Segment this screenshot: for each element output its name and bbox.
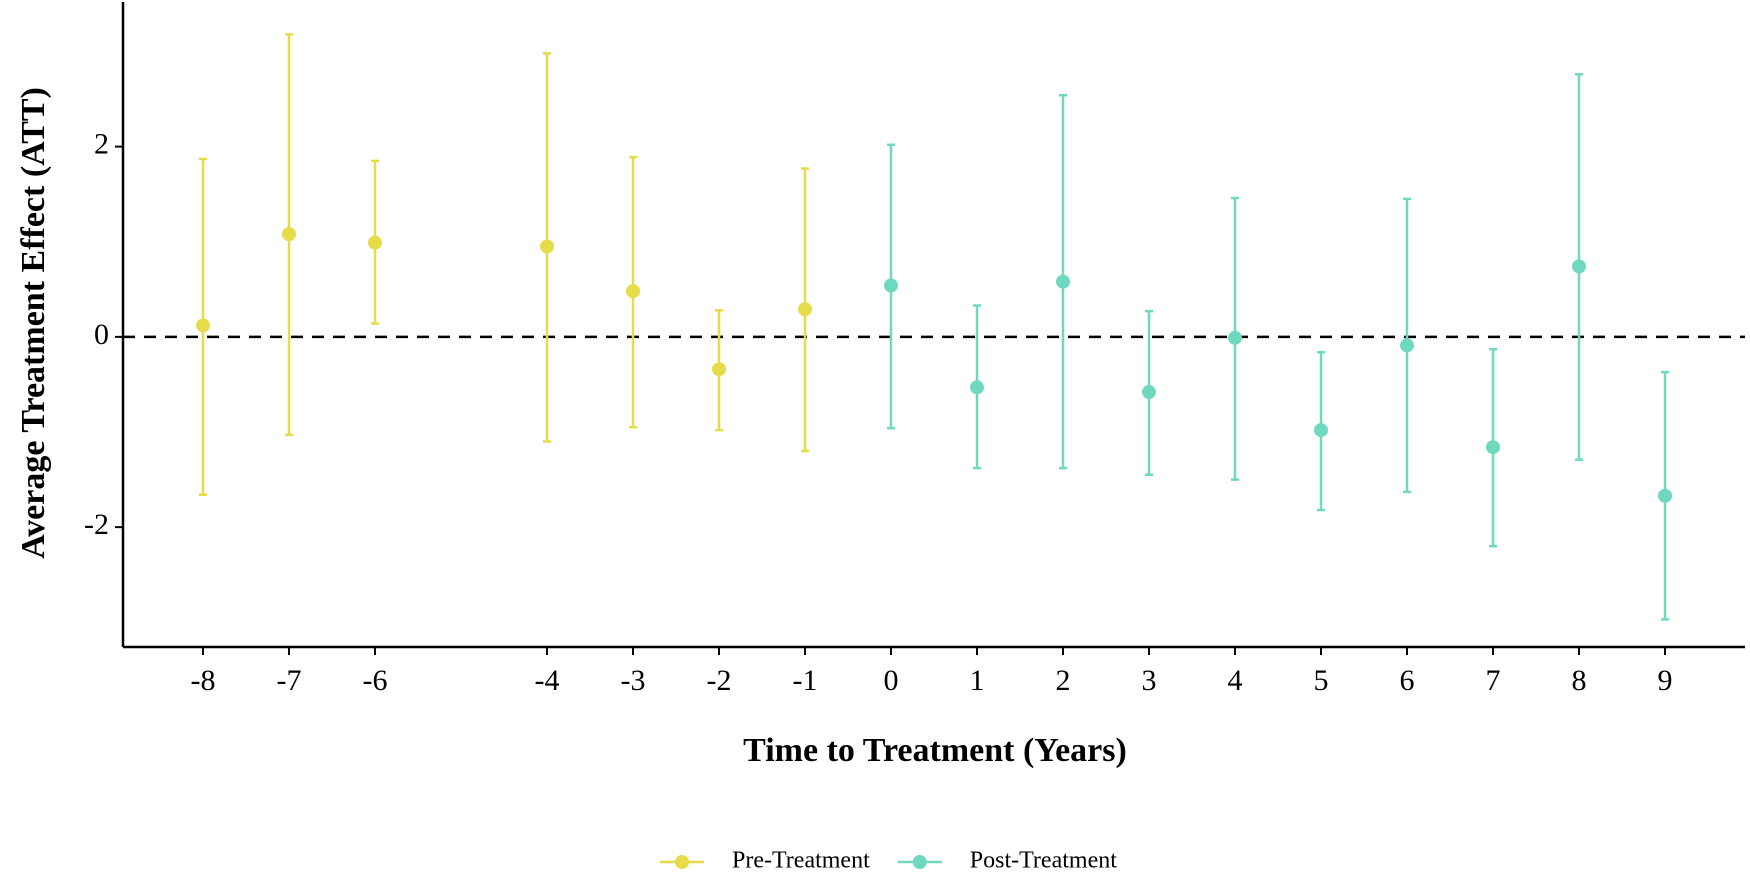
point [711, 362, 726, 377]
point [1400, 338, 1415, 353]
point [625, 284, 640, 299]
x-tick-label: -3 [620, 664, 645, 697]
x-tick-label: 3 [1142, 664, 1157, 697]
point [1142, 385, 1157, 400]
x-tick-label: 1 [970, 664, 985, 697]
x-axis-title: Time to Treatment (Years) [743, 732, 1127, 769]
point [883, 278, 898, 293]
x-tick-label: 6 [1400, 664, 1415, 697]
x-tick-label: -7 [276, 664, 301, 697]
point [1658, 488, 1673, 503]
x-tick-label: 2 [1056, 664, 1071, 697]
y-tick-label: 0 [94, 318, 109, 351]
x-tick-label: -2 [706, 664, 731, 697]
x-tick-label: 0 [883, 664, 898, 697]
x-tick-label: 5 [1314, 664, 1329, 697]
x-tick-label: -8 [190, 664, 215, 697]
point [281, 227, 296, 242]
point [1486, 440, 1501, 455]
y-tick-label: 2 [94, 127, 109, 160]
point [1228, 330, 1243, 345]
legend-label: Post-Treatment [970, 848, 1117, 874]
point [539, 239, 554, 254]
y-tick-label: -2 [84, 508, 109, 541]
x-tick-label: 7 [1486, 664, 1501, 697]
x-tick-label: 9 [1658, 664, 1673, 697]
x-tick-label: 4 [1228, 664, 1243, 697]
legend-marker [912, 855, 927, 869]
legend-label: Pre-Treatment [732, 848, 870, 874]
point [970, 380, 985, 395]
point [1572, 259, 1587, 274]
point [1314, 423, 1329, 438]
point [797, 302, 812, 317]
point [195, 318, 210, 333]
x-tick-label: 8 [1572, 664, 1587, 697]
point [1056, 274, 1071, 289]
legend-marker [675, 855, 689, 869]
y-axis-title: Average Treatment Effect (ATT) [15, 87, 52, 559]
point [367, 235, 382, 250]
x-tick-label: -6 [362, 664, 387, 697]
x-tick-label: -4 [534, 664, 559, 697]
x-tick-label: -1 [792, 664, 817, 697]
